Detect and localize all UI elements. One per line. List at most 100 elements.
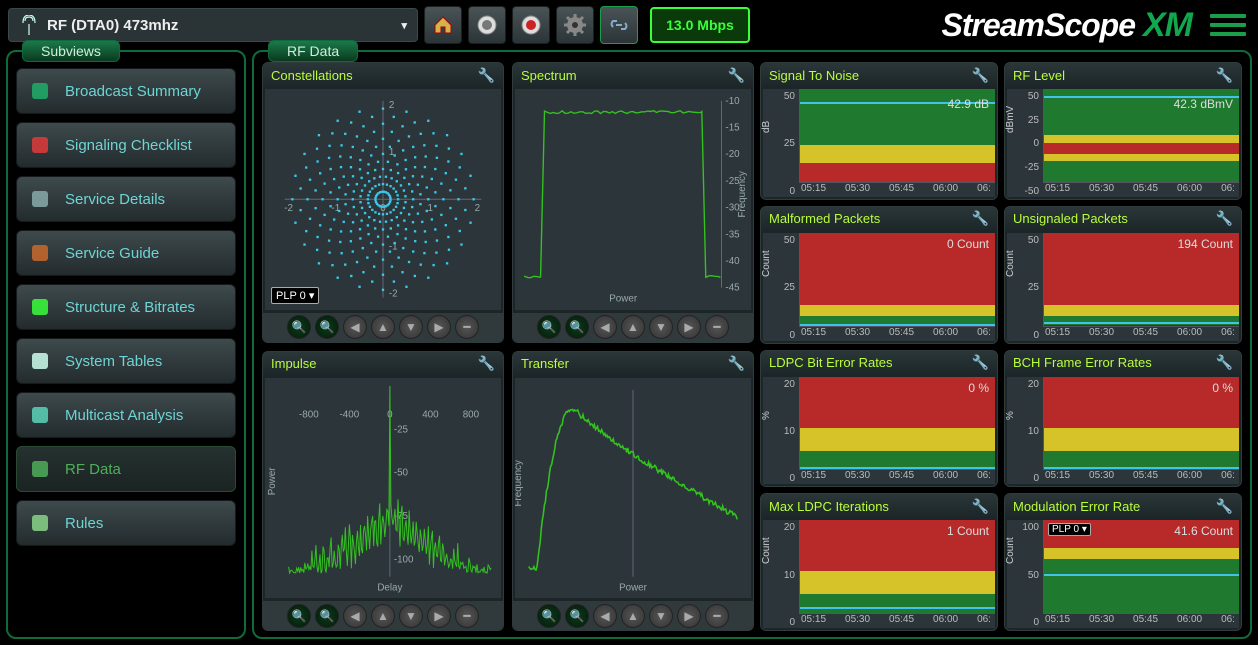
metric-title: LDPC Bit Error Rates [769, 355, 893, 370]
reset-button[interactable]: ━ [455, 604, 479, 628]
down-button[interactable]: ▼ [399, 604, 423, 628]
metric-signal-to-noise: Signal To Noise🔧 dB50250 42.9 dB 05:1505… [760, 62, 998, 200]
chart-controls: 🔍 🔍 ◀ ▲ ▼ ▶ ━ [263, 312, 503, 342]
metric-value: 0 % [968, 381, 989, 395]
metric-max-ldpc-iterations: Max LDPC Iterations🔧 Count20100 1 Count … [760, 493, 998, 631]
svg-text:800: 800 [463, 409, 480, 420]
spectrum-panel: Spectrum🔧 -10-15-20-25-30-35-40-45Freque… [512, 62, 754, 343]
wrench-icon[interactable]: 🔧 [1216, 210, 1233, 227]
reset-button[interactable]: ━ [455, 315, 479, 339]
right-button[interactable]: ▶ [677, 315, 701, 339]
sidebar-item-multicast-analysis[interactable]: Multicast Analysis [16, 392, 236, 438]
chart-controls: 🔍 🔍 ◀ ▲ ▼ ▶ ━ [263, 600, 503, 630]
right-button[interactable]: ▶ [677, 604, 701, 628]
wrench-icon[interactable]: 🔧 [972, 67, 989, 84]
chart-title: Constellations [271, 68, 353, 83]
up-button[interactable]: ▲ [371, 604, 395, 628]
main: Subviews Broadcast Summary Signaling Che… [0, 50, 1258, 645]
sidebar-item-service-details[interactable]: Service Details [16, 176, 236, 222]
sidebar-item-signaling-checklist[interactable]: Signaling Checklist [16, 122, 236, 168]
wrench-icon[interactable]: 🔧 [1216, 354, 1233, 371]
home-button[interactable] [424, 6, 462, 44]
wrench-icon[interactable]: 🔧 [1216, 498, 1233, 515]
svg-text:400: 400 [422, 409, 439, 420]
left-button[interactable]: ◀ [593, 604, 617, 628]
stop-button[interactable] [468, 6, 506, 44]
down-button[interactable]: ▼ [649, 315, 673, 339]
svg-text:2: 2 [389, 100, 394, 111]
plp-selector[interactable]: PLP 0 ▾ [271, 287, 319, 304]
svg-text:-400: -400 [340, 409, 360, 420]
zoom-in-button[interactable]: 🔍 [287, 604, 311, 628]
wrench-icon[interactable]: 🔧 [972, 354, 989, 371]
reset-button[interactable]: ━ [705, 315, 729, 339]
right-button[interactable]: ▶ [427, 315, 451, 339]
left-button[interactable]: ◀ [343, 315, 367, 339]
up-button[interactable]: ▲ [621, 604, 645, 628]
svg-text:0: 0 [380, 203, 386, 214]
metric-title: Max LDPC Iterations [769, 499, 889, 514]
svg-text:-20: -20 [725, 149, 740, 160]
zoom-out-button[interactable]: 🔍 [565, 315, 589, 339]
chevron-down-icon: ▾ [401, 19, 407, 32]
svg-text:Power: Power [609, 294, 638, 305]
zoom-in-button[interactable]: 🔍 [537, 604, 561, 628]
link-button[interactable] [600, 6, 638, 44]
wrench-icon[interactable]: 🔧 [728, 355, 745, 372]
svg-text:Frequency: Frequency [515, 460, 524, 507]
sidebar-item-system-tables[interactable]: System Tables [16, 338, 236, 384]
zoom-in-button[interactable]: 🔍 [287, 315, 311, 339]
zoom-out-button[interactable]: 🔍 [315, 315, 339, 339]
metric-chart: dBmV50250-25-50 42.3 dBmV 05:1505:3005:4… [1007, 89, 1239, 197]
settings-button[interactable] [556, 6, 594, 44]
content-panel: RF Data Constellations🔧 -2-1012-2-112 PL… [252, 50, 1252, 639]
wrench-icon[interactable]: 🔧 [972, 210, 989, 227]
svg-text:-100: -100 [394, 554, 414, 565]
right-button[interactable]: ▶ [427, 604, 451, 628]
chart-icon [27, 78, 53, 104]
svg-text:-50: -50 [394, 467, 409, 478]
zoom-in-button[interactable]: 🔍 [537, 315, 561, 339]
rules-icon [27, 510, 53, 536]
nav-label: Signaling Checklist [65, 137, 192, 154]
metric-title: Modulation Error Rate [1013, 499, 1140, 514]
metric-malformed-packets: Malformed Packets🔧 Count50250 0 Count 05… [760, 206, 998, 344]
brand-suffix: XM [1143, 6, 1192, 45]
grid-icon [27, 348, 53, 374]
x-icon [27, 132, 53, 158]
metric-value: 0 Count [947, 237, 989, 251]
svg-text:-15: -15 [725, 123, 740, 134]
menu-button[interactable] [1210, 7, 1246, 43]
down-button[interactable]: ▼ [399, 315, 423, 339]
sidebar-item-structure-bitrates[interactable]: Structure & Bitrates [16, 284, 236, 330]
left-button[interactable]: ◀ [343, 604, 367, 628]
up-button[interactable]: ▲ [621, 315, 645, 339]
wrench-icon[interactable]: 🔧 [728, 67, 745, 84]
reset-button[interactable]: ━ [705, 604, 729, 628]
wrench-icon[interactable]: 🔧 [972, 498, 989, 515]
stream-selector[interactable]: RF (DTA0) 473mhz ▾ [8, 8, 418, 42]
zoom-out-button[interactable]: 🔍 [315, 604, 339, 628]
sidebar-item-rules[interactable]: Rules [16, 500, 236, 546]
stack-icon [27, 402, 53, 428]
svg-text:-1: -1 [331, 203, 340, 214]
metric-bch-frame-error-rates: BCH Frame Error Rates🔧 %20100 0 % 05:150… [1004, 350, 1242, 488]
sidebar-item-rf-data[interactable]: RF Data [16, 446, 236, 492]
wrench-icon[interactable]: 🔧 [1216, 67, 1233, 84]
svg-text:-25: -25 [394, 424, 409, 435]
sidebar-item-broadcast-summary[interactable]: Broadcast Summary [16, 68, 236, 114]
down-button[interactable]: ▼ [649, 604, 673, 628]
sidebar-item-service-guide[interactable]: Service Guide [16, 230, 236, 276]
wrench-icon[interactable]: 🔧 [478, 355, 495, 372]
svg-text:Frequency: Frequency [737, 171, 748, 218]
rf-icon [27, 456, 53, 482]
left-button[interactable]: ◀ [593, 315, 617, 339]
topbar: RF (DTA0) 473mhz ▾ 13.0 Mbps StreamScope… [0, 0, 1258, 50]
zoom-out-button[interactable]: 🔍 [565, 604, 589, 628]
wrench-icon[interactable]: 🔧 [478, 67, 495, 84]
constellations-chart: -2-1012-2-112 PLP 0 ▾ [265, 89, 501, 310]
plp-selector[interactable]: PLP 0 ▾ [1048, 523, 1091, 536]
up-button[interactable]: ▲ [371, 315, 395, 339]
record-button[interactable] [512, 6, 550, 44]
svg-text:-10: -10 [725, 96, 740, 107]
